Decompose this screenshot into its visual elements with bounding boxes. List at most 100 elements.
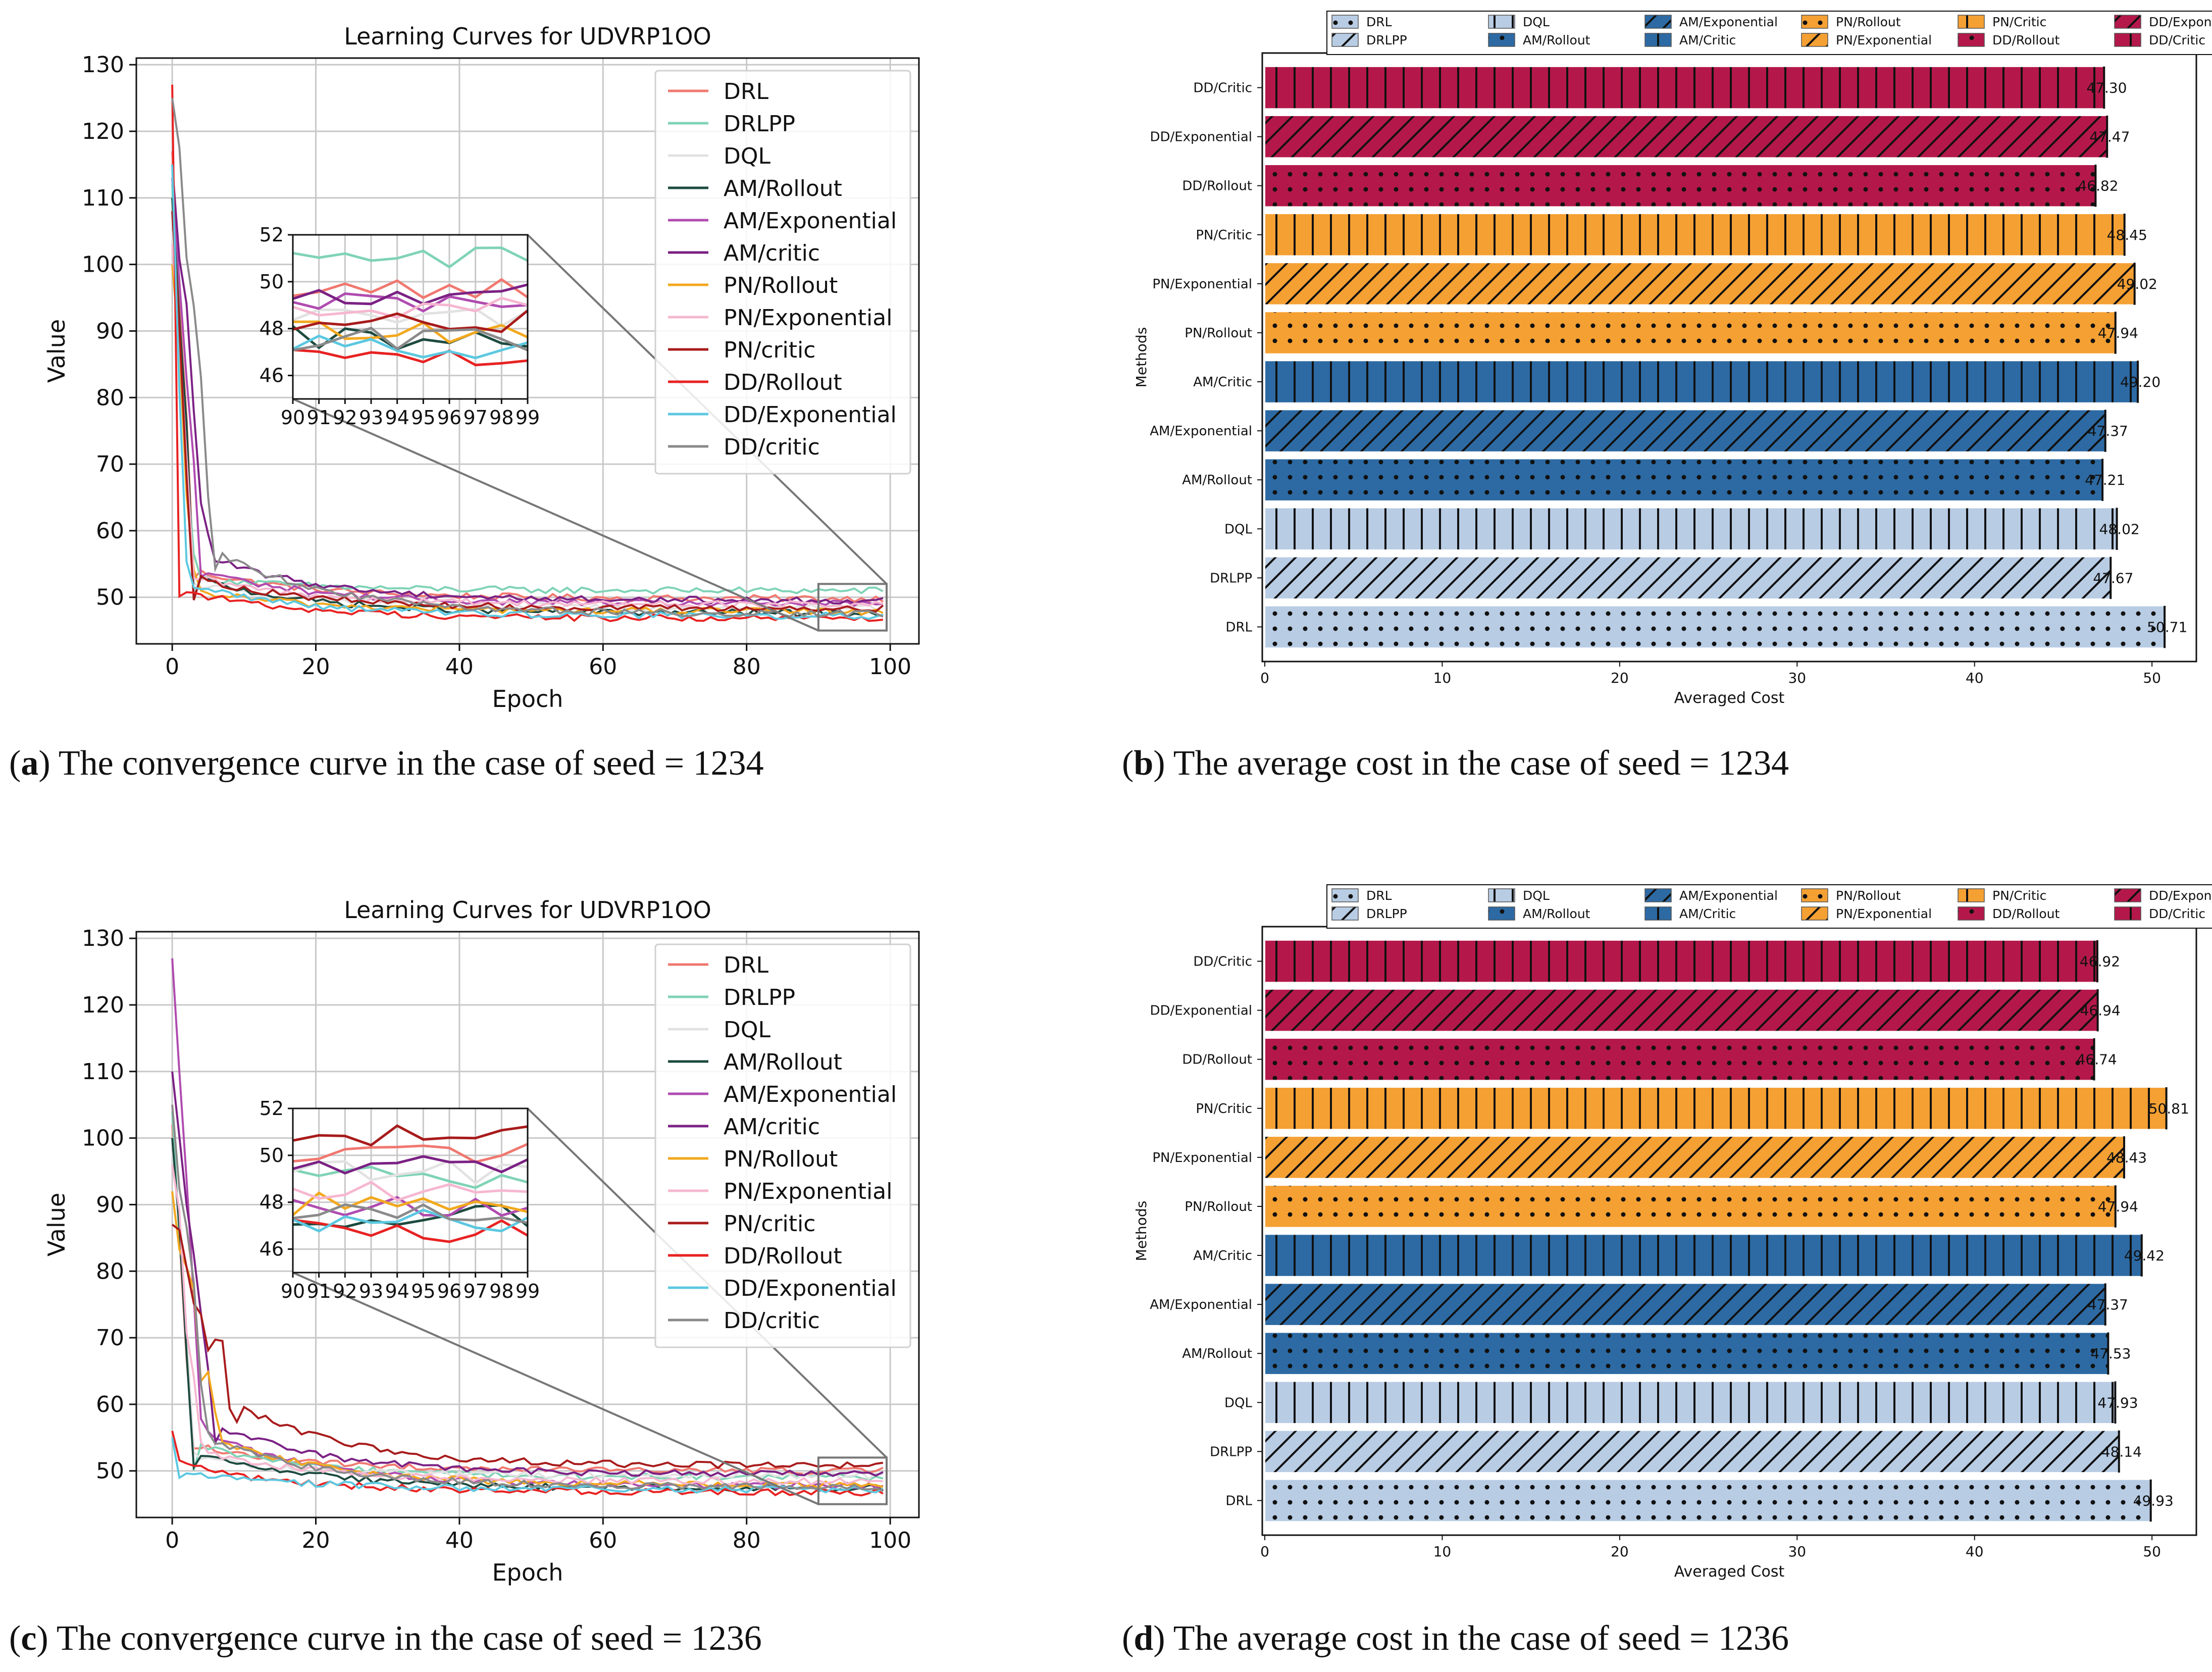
legend-box: [1326, 884, 2212, 929]
y-tick-label: 90: [96, 1192, 124, 1218]
legend-label-dd-critic: DD/critic: [724, 434, 820, 460]
x-tick-label: 100: [869, 654, 911, 680]
zoom-region-box: [817, 1456, 888, 1505]
inset-x-tick-label: 98: [489, 407, 513, 429]
x-tick-label: 40: [445, 1528, 474, 1553]
inset-x-tick-label: 94: [385, 1280, 409, 1302]
legend-label-drlpp: DRLPP: [724, 985, 795, 1010]
y-tick-label-dd-critic: DD/Critic: [1193, 81, 1252, 96]
inset-series-line-drlpp: [293, 1166, 528, 1189]
y-tick-label-am-critic: AM/Critic: [1193, 375, 1252, 390]
inset-y-tick-label: 50: [260, 1144, 284, 1167]
zoom-region-box: [817, 583, 888, 632]
inset-x-tick-label: 91: [306, 407, 331, 429]
x-tick-label: 50: [2143, 670, 2161, 686]
series-line-dd-critic: [171, 1104, 884, 1491]
bar-dql: [1264, 1381, 2116, 1425]
bar-dd-rollout: [1264, 1037, 2095, 1081]
bar-pn-rollout: [1264, 1185, 2116, 1228]
y-tick-label-dd-critic: DD/Critic: [1193, 954, 1252, 970]
bar-pn-critic: [1264, 1087, 2167, 1130]
x-tick-label: 20: [1611, 1543, 1629, 1560]
bar-am-rollout: [1264, 1332, 2109, 1375]
inset-series-line-am-exponential: [293, 1196, 528, 1217]
series-line-am-critic: [171, 164, 884, 605]
legend-label-drlpp: DRLPP: [1366, 33, 1407, 47]
inset-frame: [292, 234, 529, 400]
y-tick-label-am-exponential: AM/Exponential: [1150, 424, 1252, 439]
x-tick-label: 40: [1966, 670, 1984, 686]
series-line-dql: [171, 1151, 884, 1480]
inset-frame: [292, 1107, 529, 1274]
legend-swatch-am-exponential: [1644, 15, 1672, 29]
inset-y-tick-label: 52: [260, 1097, 284, 1120]
value-label-dd-exponential: 46.94: [2080, 1002, 2121, 1019]
legend-label-dd-rollout: DD/Rollout: [1992, 33, 2060, 47]
value-label-am-exponential: 47.37: [2088, 423, 2128, 439]
y-tick-label-pn-critic: PN/Critic: [1196, 1101, 1252, 1117]
legend-swatch-pn-exponential: [1801, 33, 1828, 47]
inset-series-line-dd-exponential: [293, 1208, 528, 1233]
y-tick-label: 80: [96, 385, 124, 411]
inset-x-tick-label: 97: [463, 1280, 487, 1302]
legend-swatch-drl: [1331, 888, 1359, 902]
inset-series-line-dd-rollout: [293, 348, 528, 367]
bar-dd-exponential: [1264, 988, 2098, 1032]
y-tick-label-am-rollout: AM/Rollout: [1182, 1346, 1252, 1361]
legend-label-dd-rollout: DD/Rollout: [1992, 906, 2060, 921]
legend-label-dql: DQL: [1523, 888, 1550, 903]
value-label-drlpp: 48.14: [2101, 1443, 2142, 1460]
inset-y-tick-label: 46: [260, 365, 284, 387]
y-tick-label-drlpp: DRLPP: [1210, 1444, 1252, 1459]
legend-swatch-drl: [1331, 15, 1359, 29]
x-tick-label: 0: [1260, 670, 1269, 686]
inset-x-tick-label: 95: [411, 1280, 435, 1302]
x-tick-label: 80: [733, 654, 761, 680]
legend-label-dd-exponential: DD/Exponential: [2149, 888, 2212, 903]
legend-label-am-exponential: AM/Exponential: [724, 1082, 897, 1107]
value-label-dd-critic: 47.30: [2086, 80, 2127, 96]
inset-x-tick-label: 95: [411, 407, 435, 429]
legend-label-am-rollout: AM/Rollout: [724, 1049, 842, 1075]
x-tick-label: 0: [1260, 1543, 1269, 1560]
x-tick-label: 40: [445, 654, 474, 680]
legend-label-am-critic: AM/critic: [724, 240, 820, 266]
series-line-am-critic: [171, 1071, 884, 1478]
legend-box: [654, 943, 911, 1348]
legend-label-drl: DRL: [724, 79, 768, 105]
legend-swatch-pn-rollout: [1801, 888, 1828, 902]
bar-am-exponential: [1264, 1283, 2106, 1326]
plot-frame: [135, 57, 920, 645]
inset-series-line-drl: [293, 278, 528, 299]
inset-x-tick-label: 94: [385, 407, 409, 429]
x-tick-label: 50: [2143, 1543, 2161, 1560]
zoom-connector: [292, 1272, 819, 1505]
series-line-pn-rollout: [171, 1191, 884, 1489]
legend-swatch-drlpp: [1331, 906, 1359, 921]
inset-x-tick-label: 91: [306, 1280, 331, 1302]
y-axis-label: Value: [43, 319, 70, 383]
y-tick-label-drl: DRL: [1225, 620, 1252, 635]
value-label-dql: 48.02: [2099, 521, 2140, 537]
value-label-dql: 47.93: [2097, 1394, 2138, 1411]
legend-label-dd-rollout: DD/Rollout: [724, 370, 842, 395]
legend-label-am-rollout: AM/Rollout: [1523, 906, 1590, 921]
chart-title: Learning Curves for UDVRP1OO: [344, 896, 711, 924]
legend-swatch-dd-critic: [2114, 33, 2141, 47]
y-tick-label-pn-exponential: PN/Exponential: [1152, 277, 1252, 292]
legend-label-am-critic: AM/critic: [724, 1114, 820, 1140]
value-label-am-rollout: 47.21: [2085, 472, 2125, 488]
bar-drlpp: [1264, 556, 2112, 600]
value-label-drl: 49.93: [2133, 1492, 2174, 1509]
inset-series-line-am-critic: [293, 1155, 528, 1175]
inset-x-tick-label: 92: [333, 407, 357, 429]
inset-x-tick-label: 92: [333, 1280, 357, 1302]
y-tick-label: 70: [96, 451, 124, 477]
y-tick-label: 120: [82, 992, 124, 1018]
x-tick-label: 20: [302, 654, 330, 680]
bar-dd-critic: [1264, 939, 2098, 983]
x-tick-label: 10: [1433, 670, 1452, 686]
x-tick-label: 30: [1788, 670, 1806, 686]
bar-dd-critic: [1264, 66, 2105, 110]
y-tick-label: 60: [96, 518, 124, 544]
